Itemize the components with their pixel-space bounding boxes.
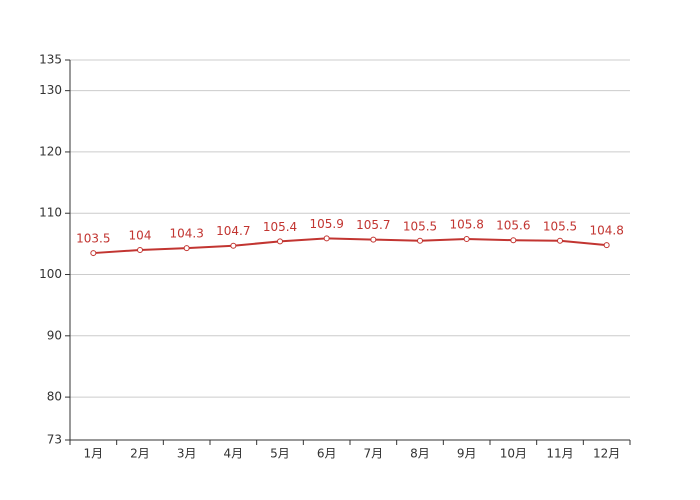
y-tick-label: 130 [39, 83, 62, 97]
data-label: 103.5 [76, 232, 110, 246]
x-tick-label: 3月 [177, 447, 197, 461]
x-tick-label: 8月 [410, 447, 430, 461]
data-label: 105.9 [309, 217, 343, 231]
x-tick-label: 12月 [593, 447, 620, 461]
y-tick-label: 110 [39, 206, 62, 220]
x-tick-label: 9月 [457, 447, 477, 461]
line [93, 237, 607, 255]
point [370, 236, 377, 243]
data-label: 105.5 [543, 219, 577, 233]
data-label: 105.6 [496, 219, 530, 233]
data-label: 105.4 [263, 220, 297, 234]
y-tick-label: 135 [39, 53, 62, 67]
data-label: 105.5 [403, 219, 437, 233]
data-label: 104.3 [169, 227, 203, 241]
data-label: 105.8 [449, 217, 483, 231]
point [137, 247, 143, 253]
x-tick-label: 2月 [130, 447, 150, 461]
data-label: 104.8 [589, 224, 623, 238]
point [510, 237, 517, 244]
point [323, 235, 330, 242]
point [277, 238, 283, 245]
point [230, 242, 237, 249]
x-tick-label: 1月 [84, 447, 104, 461]
point [603, 242, 610, 249]
data-label: 104.7 [216, 224, 250, 238]
point [463, 235, 470, 242]
y-tick-label: 120 [39, 144, 62, 158]
y-tick-label: 90 [47, 328, 62, 342]
y-tick-label: 73 [47, 433, 62, 447]
x-tick-label: 7月 [364, 447, 384, 461]
x-tick-label: 10月 [500, 447, 527, 461]
x-tick-label: 11月 [546, 447, 573, 461]
data-label: 105.7 [356, 218, 390, 232]
point [417, 237, 423, 244]
y-tick-label: 80 [47, 390, 62, 404]
x-tick-label: 5月 [270, 447, 290, 461]
x-tick-label: 4月 [224, 447, 244, 461]
x-tick-label: 6月 [317, 447, 337, 461]
y-tick-label: 100 [39, 267, 62, 281]
point [183, 245, 190, 252]
point [90, 250, 97, 257]
data-label: 104 [129, 229, 152, 243]
point [557, 237, 563, 244]
